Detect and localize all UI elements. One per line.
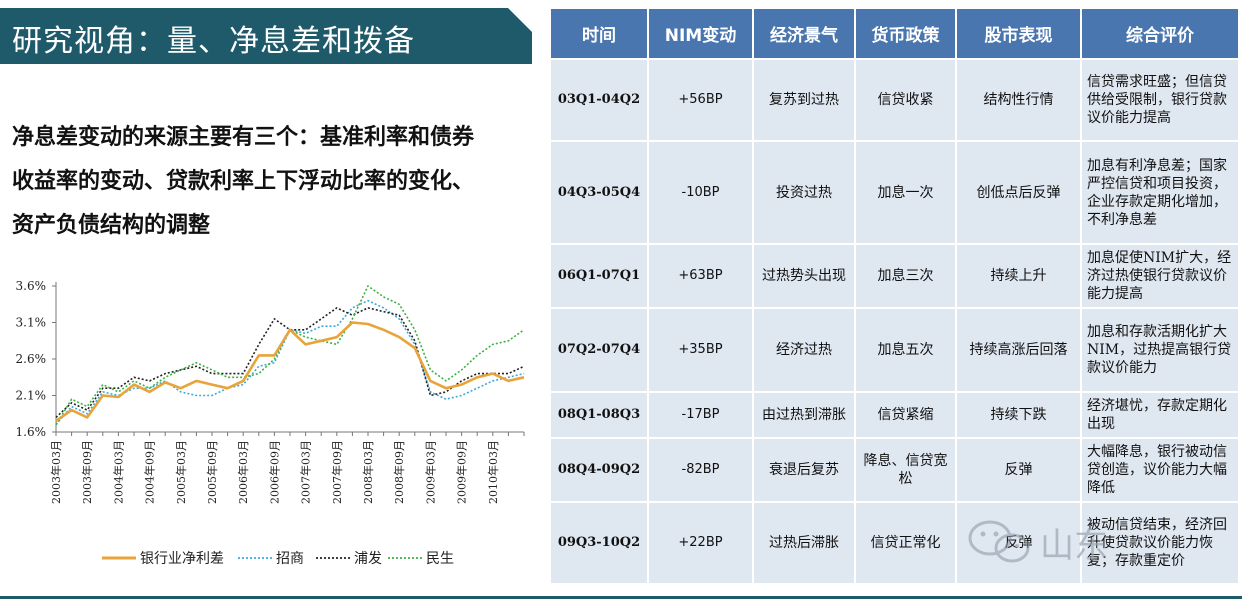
cell-nim-change: -82BP (647, 437, 754, 503)
x-tick-label: 2005年03月 (174, 440, 188, 504)
wechat-icon (968, 520, 1030, 563)
cell-economy: 衰退后复苏 (752, 437, 856, 503)
cell-period: 07Q2-07Q4 (549, 307, 649, 393)
x-tick-label: 2007年09月 (330, 440, 344, 504)
cell-nim-change: +56BP (647, 58, 754, 142)
nim-evaluation-table: 时间 NIM变动 经济景气 货币政策 股市表现 综合评价 03Q1-04Q2 +… (549, 7, 1240, 585)
x-tick-label: 2006年09月 (267, 440, 281, 504)
cell-nim-change: -17BP (647, 391, 754, 439)
x-tick-label: 2008年03月 (361, 440, 375, 504)
cell-overall: 被动信贷结束，经济回升使贷款议价能力恢复；存款重定价 (1080, 501, 1240, 585)
x-tick-label: 2003年09月 (80, 440, 94, 504)
x-tick-label: 2004年03月 (111, 440, 125, 504)
cell-nim-change: -10BP (647, 140, 754, 245)
cell-overall: 加息促使NIM扩大，经济过热使银行贷款议价能力提高 (1080, 243, 1240, 309)
y-tick-label: 3.6% (16, 279, 47, 293)
cell-overall: 加息有利净息差；国家严控信贷和项目投资，企业存款定期化增加，不利净息差 (1080, 140, 1240, 245)
series-line-3 (55, 285, 525, 426)
intro-text: 净息差变动的来源主要有三个：基准利率和债券 收益率的变动、贷款利率上下浮动比率的… (12, 116, 532, 248)
cell-monetary-policy: 降息、信贷宽松 (854, 437, 957, 503)
table-header-row: 时间 NIM变动 经济景气 货币政策 股市表现 综合评价 (549, 7, 1240, 60)
cell-nim-change: +22BP (647, 501, 754, 585)
cell-stock-market: 持续下跌 (955, 391, 1082, 439)
cell-period: 09Q3-10Q2 (549, 501, 649, 585)
cell-period: 04Q3-05Q4 (549, 140, 649, 245)
x-tick-label: 2010年03月 (486, 440, 500, 504)
cell-stock-market: 结构性行情 (955, 58, 1082, 142)
watermark-text: 山东 (1040, 526, 1108, 566)
header-period: 时间 (549, 7, 649, 60)
cell-monetary-policy: 加息一次 (854, 140, 957, 245)
header-nim-change: NIM变动 (647, 7, 754, 60)
cell-period: 03Q1-04Q2 (549, 58, 649, 142)
cell-overall: 经济堪忧，存款定期化出现 (1080, 391, 1240, 439)
x-tick-label: 2009年03月 (423, 440, 437, 504)
legend-label-0: 银行业净利差 (140, 551, 224, 567)
legend-label-2: 浦发 (354, 551, 382, 567)
cell-economy: 复苏到过热 (752, 58, 856, 142)
cell-nim-change: +63BP (647, 243, 754, 309)
table-row: 09Q3-10Q2 +22BP 过热后滞胀 信贷正常化 反弹 被动信贷结束，经济… (549, 501, 1240, 585)
cell-stock-market: 持续高涨后回落 (955, 307, 1082, 393)
table-row: 04Q3-05Q4 -10BP 投资过热 加息一次 创低点后反弹 加息有利净息差… (549, 140, 1240, 245)
x-tick-label: 2004年09月 (143, 440, 157, 504)
cell-monetary-policy: 信贷正常化 (854, 501, 957, 585)
cell-monetary-policy: 信贷收紧 (854, 58, 957, 142)
header-monetary-policy: 货币政策 (854, 7, 957, 60)
table-row: 08Q1-08Q3 -17BP 由过热到滞胀 信贷紧缩 持续下跌 经济堪忧，存款… (549, 391, 1240, 439)
cell-monetary-policy: 信贷紧缩 (854, 391, 957, 439)
cell-economy: 经济过热 (752, 307, 856, 393)
header-overall: 综合评价 (1080, 7, 1240, 60)
nim-line-chart: 1.6% 2.1% 2.6% 3.1% 3.6% 2003年03月 2003年09月 2004… (16, 279, 525, 567)
x-tick-label: 2007年03月 (299, 440, 313, 504)
x-tick-label: 2003年03月 (49, 440, 63, 504)
cell-stock-market: 持续上升 (955, 243, 1082, 309)
intro-line-2: 收益率的变动、贷款利率上下浮动比率的变化、 (12, 169, 475, 194)
y-tick-label: 3.1% (16, 316, 47, 330)
series-line-2 (55, 307, 525, 418)
cell-period: 08Q4-09Q2 (549, 437, 649, 503)
legend-label-1: 招商 (276, 551, 304, 567)
table-row: 03Q1-04Q2 +56BP 复苏到过热 信贷收紧 结构性行情 信贷需求旺盛；… (549, 58, 1240, 142)
x-tick-label: 2006年03月 (236, 440, 250, 504)
cell-economy: 投资过热 (752, 140, 856, 245)
cell-monetary-policy: 加息五次 (854, 307, 957, 393)
header-economy: 经济景气 (752, 7, 856, 60)
table-row: 08Q4-09Q2 -82BP 衰退后复苏 降息、信贷宽松 反弹 大幅降息，银行… (549, 437, 1240, 503)
y-tick-label: 2.6% (16, 352, 47, 366)
cell-stock-market: 反弹 (955, 437, 1082, 503)
y-tick-label: 2.1% (16, 389, 47, 403)
cell-economy: 由过热到滞胀 (752, 391, 856, 439)
table-row: 07Q2-07Q4 +35BP 经济过热 加息五次 持续高涨后回落 加息和存款活… (549, 307, 1240, 393)
table-row: 06Q1-07Q1 +63BP 过热势头出现 加息三次 持续上升 加息促使NIM… (549, 243, 1240, 309)
x-tick-label: 2008年09月 (392, 440, 406, 504)
cell-economy: 过热后滞胀 (752, 501, 856, 585)
x-tick-label: 2005年09月 (205, 440, 219, 504)
intro-line-1: 净息差变动的来源主要有三个：基准利率和债券 (12, 125, 475, 150)
x-tick-label: 2009年09月 (455, 440, 469, 504)
series-line-1 (55, 299, 525, 426)
cell-monetary-policy: 加息三次 (854, 243, 957, 309)
legend-label-3: 民生 (426, 551, 454, 567)
bottom-divider (0, 596, 1242, 599)
cell-period: 08Q1-08Q3 (549, 391, 649, 439)
cell-nim-change: +35BP (647, 307, 754, 393)
intro-line-3: 资产负债结构的调整 (12, 213, 211, 238)
cell-overall: 加息和存款活期化扩大NIM，过热提高银行贷款议价能力 (1080, 307, 1240, 393)
header-stock-market: 股市表现 (955, 7, 1082, 60)
title-banner-shape (0, 8, 532, 64)
title-banner: 研究视角：量、净息差和拨备 (0, 8, 532, 64)
y-tick-label: 1.6% (16, 425, 47, 439)
cell-stock-market: 反弹 (955, 501, 1082, 585)
cell-economy: 过热势头出现 (752, 243, 856, 309)
page-title: 研究视角：量、净息差和拨备 (12, 24, 415, 59)
cell-stock-market: 创低点后反弹 (955, 140, 1082, 245)
cell-overall: 信贷需求旺盛；但信贷供给受限制，银行贷款议价能力提高 (1080, 58, 1240, 142)
cell-overall: 大幅降息，银行被动信贷创造，议价能力大幅降低 (1080, 437, 1240, 503)
series-line-0 (55, 321, 525, 423)
cell-period: 06Q1-07Q1 (549, 243, 649, 309)
